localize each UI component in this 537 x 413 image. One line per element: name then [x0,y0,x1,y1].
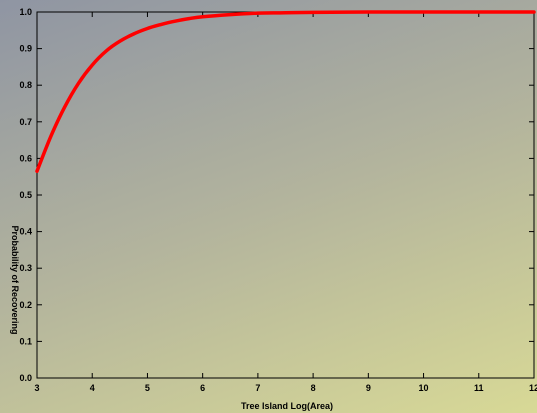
probability-curve [35,10,536,173]
x-tick-label: 6 [200,383,205,393]
x-tick-label: 8 [311,383,316,393]
y-axis-title: Probability of Recovering [10,225,20,334]
x-axis: 3 4 5 6 7 8 9 10 11 12 [34,12,537,393]
x-tick-label: 4 [90,383,95,393]
x-tick-label: 3 [34,383,39,393]
x-tick-label: 5 [145,383,150,393]
x-tick-label: 9 [366,383,371,393]
x-tick-label: 11 [474,383,484,393]
x-axis-title: Tree Island Log(Area) [241,401,333,411]
x-tick-label: 12 [529,383,537,393]
plot-border [36,11,535,379]
y-tick-label: 0.5 [19,190,32,200]
y-tick-label: 0.7 [19,117,32,127]
y-tick-label: 0.3 [19,263,32,273]
y-tick-label: 0.1 [19,336,32,346]
y-tick-label: 0.8 [19,80,32,90]
x-tick-label: 7 [255,383,260,393]
plot-frame [36,11,535,379]
y-tick-label: 0.9 [19,44,32,54]
y-tick-label: 0.2 [19,300,32,310]
y-axis: 0.0 0.1 0.2 0.3 0.4 0.5 0.6 0.7 0.8 0.9 1.0 [19,7,534,383]
y-tick-label: 0.6 [19,153,32,163]
x-tick-label: 10 [419,383,429,393]
y-tick-label: 0.0 [19,373,32,383]
y-tick-label: 0.4 [19,227,32,237]
series-layer [35,10,536,173]
y-tick-label: 1.0 [19,7,32,17]
